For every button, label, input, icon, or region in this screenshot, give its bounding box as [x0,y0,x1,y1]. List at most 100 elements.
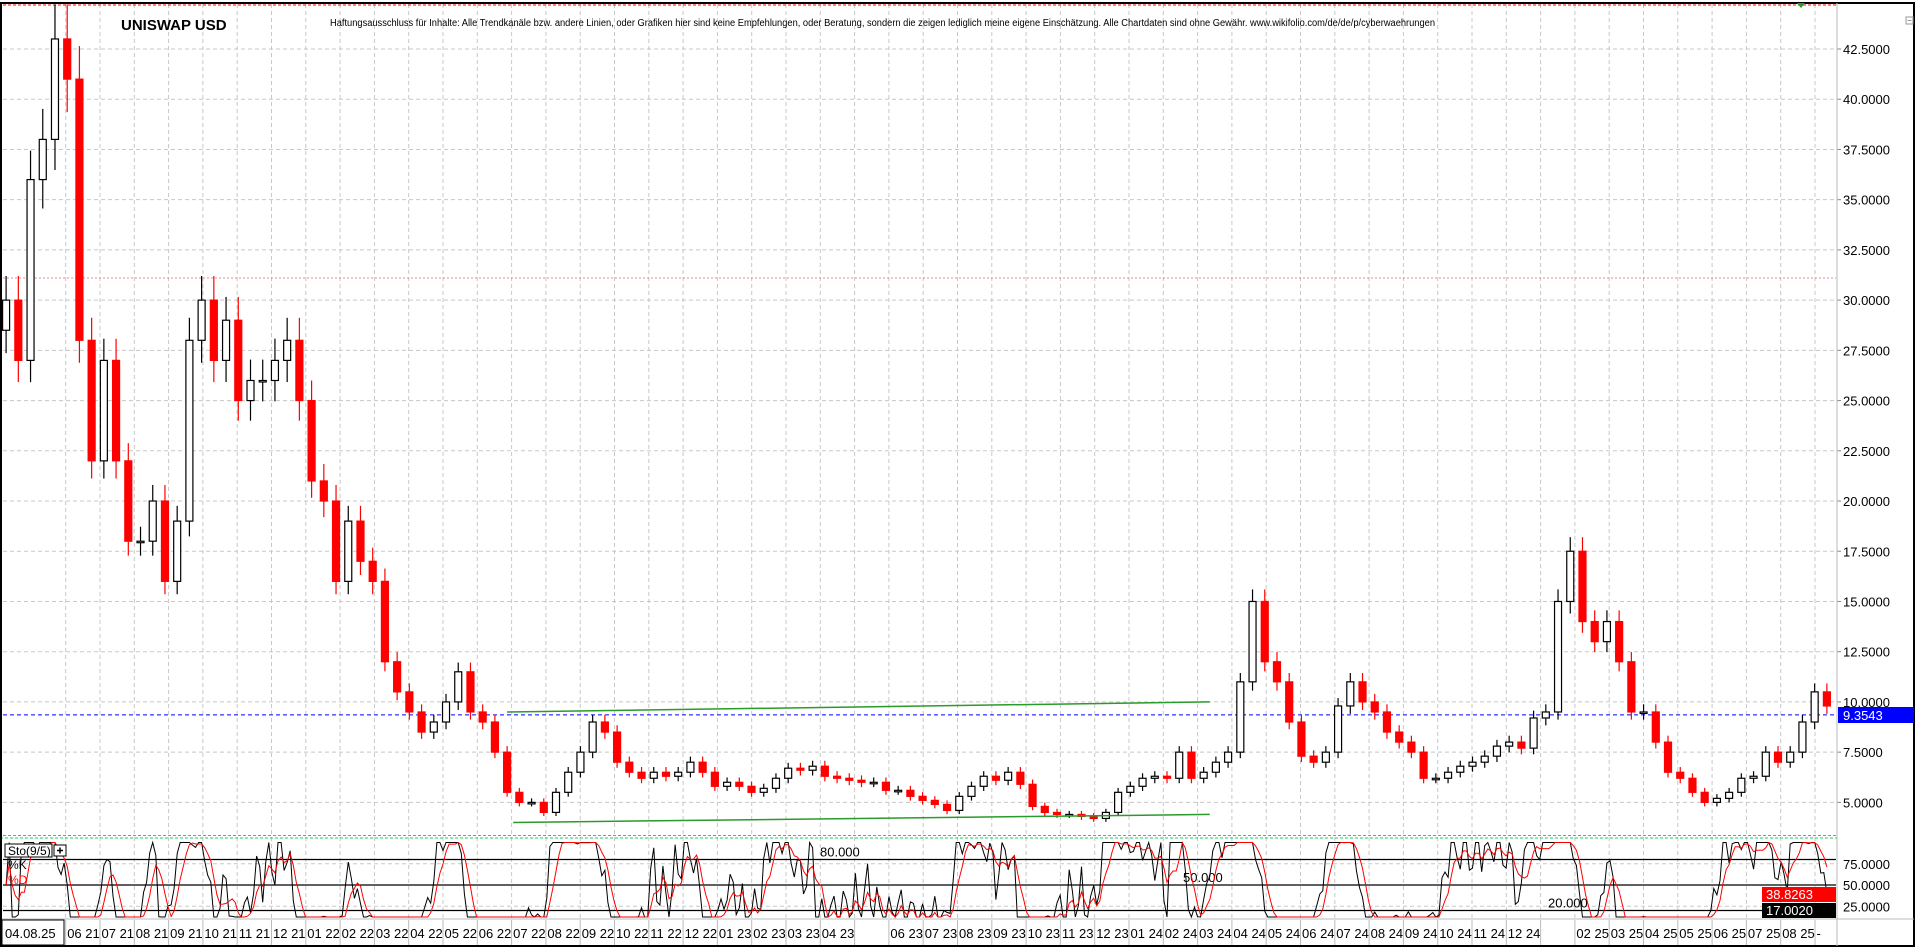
price-label: 40.0000 [1843,92,1890,107]
candle-down [1627,661,1636,713]
candle-up [1468,761,1477,767]
candle-up [1553,600,1563,713]
date-label: 12 22 [685,926,718,941]
date-label: 07 21 [102,926,135,941]
candle-down [625,761,634,773]
candle-down [295,339,304,402]
current-date-label: 04.08.25 [5,926,56,941]
price-label: 17.5000 [1843,544,1890,559]
candle-up [1798,721,1807,753]
candle-up [1346,681,1355,707]
date-label: 04 23 [822,926,855,941]
candle-up [1529,717,1538,749]
candle-up [99,359,108,462]
date-label: 11 21 [239,926,271,941]
date-label: 12 23 [1096,926,1129,941]
candle-down [942,803,952,812]
date-label: 08 22 [547,926,580,941]
candle-down [14,299,23,361]
candle-up [1541,711,1550,719]
candle-down [600,721,609,733]
candle-down [1700,791,1709,803]
candle-up [1138,777,1147,787]
candle-up [1725,791,1734,799]
candle-down [991,775,1001,781]
add-indicator-button[interactable] [53,844,67,857]
candle-up [869,781,878,785]
candle-up [588,721,597,753]
candle-up [1150,775,1159,779]
candle-down [1297,721,1306,757]
candle-up [1223,751,1233,763]
price-label: 25.0000 [1843,394,1890,409]
candle-down [698,761,707,773]
candle-up [1712,797,1722,803]
plus-icon [57,847,63,854]
candle-up [894,789,903,793]
date-label: 02 25 [1576,926,1609,941]
stoch-level-label: 20.000 [1548,896,1588,911]
candle-down [503,751,512,793]
candle-down [906,789,915,797]
candle-down [234,319,243,402]
candle-up [1737,777,1746,793]
candle-down [1651,711,1660,743]
date-label: 05 22 [445,926,478,941]
candle-down [307,399,316,482]
candle-down [1309,755,1318,763]
candle-down [1395,731,1404,743]
collapse-button[interactable] [1905,16,1914,25]
candle-down [490,721,499,753]
candle-up [967,785,976,797]
date-label: 02 22 [342,926,375,941]
price-label: 22.5000 [1843,444,1890,459]
candle-up [50,38,60,141]
date-label: 12 24 [1508,926,1541,941]
candle-down [1052,811,1062,816]
candle-up [197,299,206,341]
date-label: 03 22 [376,926,409,941]
candle-up [1456,765,1465,773]
date-label: 11 23 [1062,926,1094,941]
d-value-badge [1762,887,1836,902]
candle-down [637,771,646,779]
candle-down [124,460,133,542]
candle-up [771,777,781,789]
candle-up [270,359,280,382]
date-label: 11 24 [1474,926,1506,941]
candle-down [1590,620,1599,643]
candle-down [1822,691,1831,707]
price-label: 35.0000 [1843,193,1890,208]
candle-up [955,795,964,812]
candle-up [1810,691,1819,723]
candle-up [1248,600,1257,683]
candle-down [1028,783,1037,807]
date-label: 06 22 [479,926,512,941]
price-label: 30.0000 [1843,293,1890,308]
candle-down [466,671,475,713]
indicator-name: Sto(9/5) [8,844,51,858]
candle-up [1492,745,1502,757]
stochastic-panel: 75.0000 50.0000 25.0000 80.000 50.000 20.000 [0,837,1890,919]
marker-triangle-icon [1797,3,1805,8]
candle-up [1443,771,1453,779]
candle-up [759,787,768,793]
candle-down [368,560,377,582]
date-label: 01 24 [1131,926,1164,941]
candle-down [417,711,426,733]
candle-down [612,731,622,763]
candle-up [686,761,695,773]
disclaimer-text: Haftungsausschluss für Inhalte: Alle Tre… [330,18,1435,29]
date-label: 03 24 [1199,926,1232,941]
date-label: 11 22 [650,926,682,941]
date-label: 12 21 [273,926,306,941]
candle-down [515,791,524,803]
indicator-name-box[interactable] [4,843,53,858]
candle-down [820,765,829,777]
candle-up [649,771,658,779]
date-label: 09 22 [582,926,615,941]
candle-up [173,520,182,582]
candle-down [63,38,72,80]
candle-up [136,540,145,544]
